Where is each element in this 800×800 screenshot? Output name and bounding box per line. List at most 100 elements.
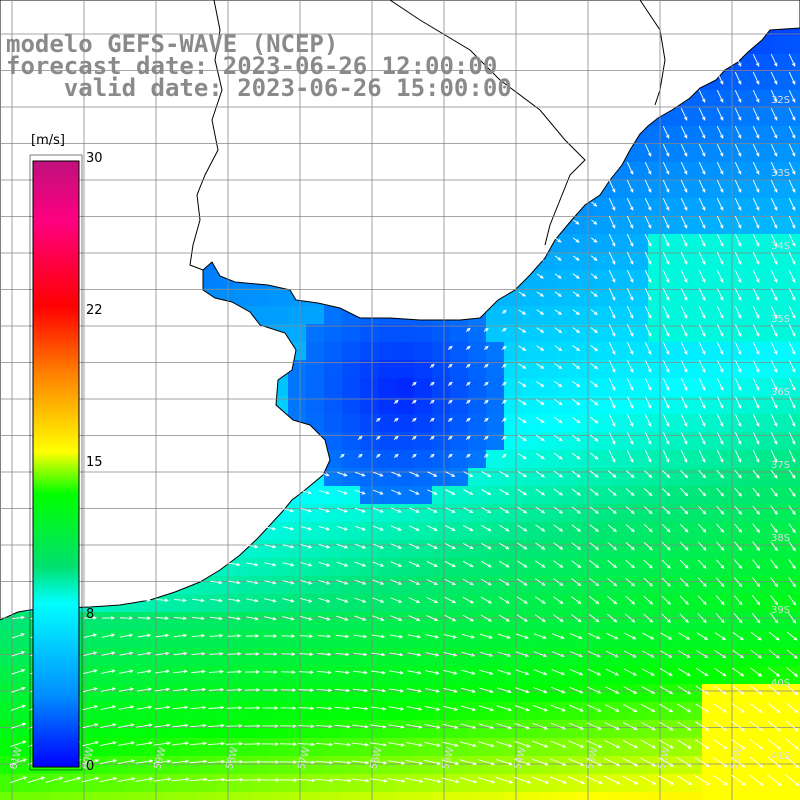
wind-arrow — [427, 471, 438, 477]
grid-cell — [702, 648, 720, 666]
wind-arrow — [465, 363, 471, 368]
wind-arrow — [388, 724, 405, 729]
wind-arrow — [501, 345, 507, 350]
grid-cell — [198, 648, 216, 666]
wind-arrow — [517, 560, 528, 568]
wind-arrow — [495, 776, 514, 784]
wind-arrow — [117, 759, 136, 764]
grid-cell — [684, 270, 702, 288]
grid-cell — [720, 738, 738, 756]
wind-arrow — [770, 612, 779, 624]
grid-cell — [774, 576, 792, 594]
wind-arrow — [153, 777, 172, 782]
grid-cell — [558, 684, 576, 702]
grid-cell — [522, 720, 540, 738]
wind-arrow — [662, 305, 670, 319]
grid-cell — [648, 288, 666, 306]
wind-arrow — [483, 399, 489, 404]
wind-arrow — [173, 616, 187, 621]
grid-cell — [162, 774, 180, 792]
grid-cell — [774, 432, 792, 450]
wind-arrow — [550, 740, 567, 748]
wind-arrow — [713, 739, 728, 750]
grid-cell — [558, 774, 576, 792]
grid-cell — [738, 198, 756, 216]
wind-arrow — [695, 667, 709, 677]
grid-cell — [720, 522, 738, 540]
wind-arrow — [661, 577, 671, 587]
wind-arrow — [658, 775, 675, 785]
wind-arrow — [697, 595, 707, 606]
grid-cell — [162, 756, 180, 774]
wind-arrow — [336, 615, 349, 621]
grid-cell — [720, 486, 738, 504]
grid-cell — [594, 594, 612, 612]
grid-cell — [324, 414, 342, 432]
grid-cell — [414, 702, 432, 720]
grid-cell — [756, 198, 774, 216]
wind-arrow — [281, 670, 296, 674]
wind-arrow — [748, 774, 764, 786]
grid-cell — [558, 414, 576, 432]
wind-arrow — [536, 273, 544, 279]
wind-arrow — [10, 722, 27, 729]
grid-cell — [756, 234, 774, 252]
grid-cell — [504, 648, 522, 666]
wind-arrow — [572, 291, 580, 297]
wind-arrow — [227, 652, 242, 656]
grid-cell — [738, 342, 756, 360]
grid-cell — [414, 540, 432, 558]
wind-arrow — [554, 237, 562, 243]
wind-arrow — [389, 634, 404, 639]
wind-arrow — [335, 670, 350, 675]
wind-arrow — [518, 345, 527, 351]
wind-arrow — [788, 71, 796, 85]
grid-cell — [342, 468, 360, 486]
grid-cell — [720, 468, 738, 486]
grid-cell — [774, 594, 792, 612]
grid-cell — [774, 558, 792, 576]
wind-arrow — [501, 453, 507, 458]
grid-cell — [666, 288, 684, 306]
grid-cell — [324, 648, 342, 666]
wind-arrow — [245, 634, 260, 638]
wind-arrow — [300, 562, 313, 567]
grid-cell — [666, 252, 684, 270]
grid-cell — [540, 630, 558, 648]
grid-cell — [558, 450, 576, 468]
wind-arrow — [659, 686, 674, 695]
wind-arrow — [189, 741, 208, 746]
wind-arrow — [499, 542, 510, 550]
wind-arrow — [622, 757, 639, 767]
grid-cell — [792, 234, 800, 252]
grid-cell — [468, 756, 486, 774]
wind-arrow — [571, 596, 582, 605]
wind-arrow — [662, 341, 670, 355]
wind-arrow — [465, 435, 471, 440]
wind-arrow — [372, 507, 384, 513]
wind-arrow — [499, 524, 510, 532]
grid-cell — [288, 594, 306, 612]
wind-arrow — [734, 161, 742, 175]
grid-cell — [396, 612, 414, 630]
latitude-label: 41S — [771, 751, 790, 762]
grid-cell — [720, 702, 738, 720]
wind-arrow — [608, 197, 616, 211]
grid-cell — [612, 450, 630, 468]
grid-cell — [432, 396, 450, 414]
grid-cell — [360, 432, 378, 450]
grid-cell — [432, 630, 450, 648]
grid-cell — [684, 324, 702, 342]
grid-cell — [450, 648, 468, 666]
grid-cell — [396, 378, 414, 396]
grid-cell — [270, 612, 288, 630]
wind-arrows — [9, 53, 800, 787]
wind-arrow — [698, 523, 707, 533]
grid-cell — [270, 756, 288, 774]
grid-cell — [432, 720, 450, 738]
latitude-label: 32S — [771, 95, 790, 106]
wind-arrow — [571, 560, 582, 569]
wind-arrow — [586, 740, 603, 748]
wind-arrow — [533, 651, 548, 658]
wind-arrow — [447, 345, 453, 350]
